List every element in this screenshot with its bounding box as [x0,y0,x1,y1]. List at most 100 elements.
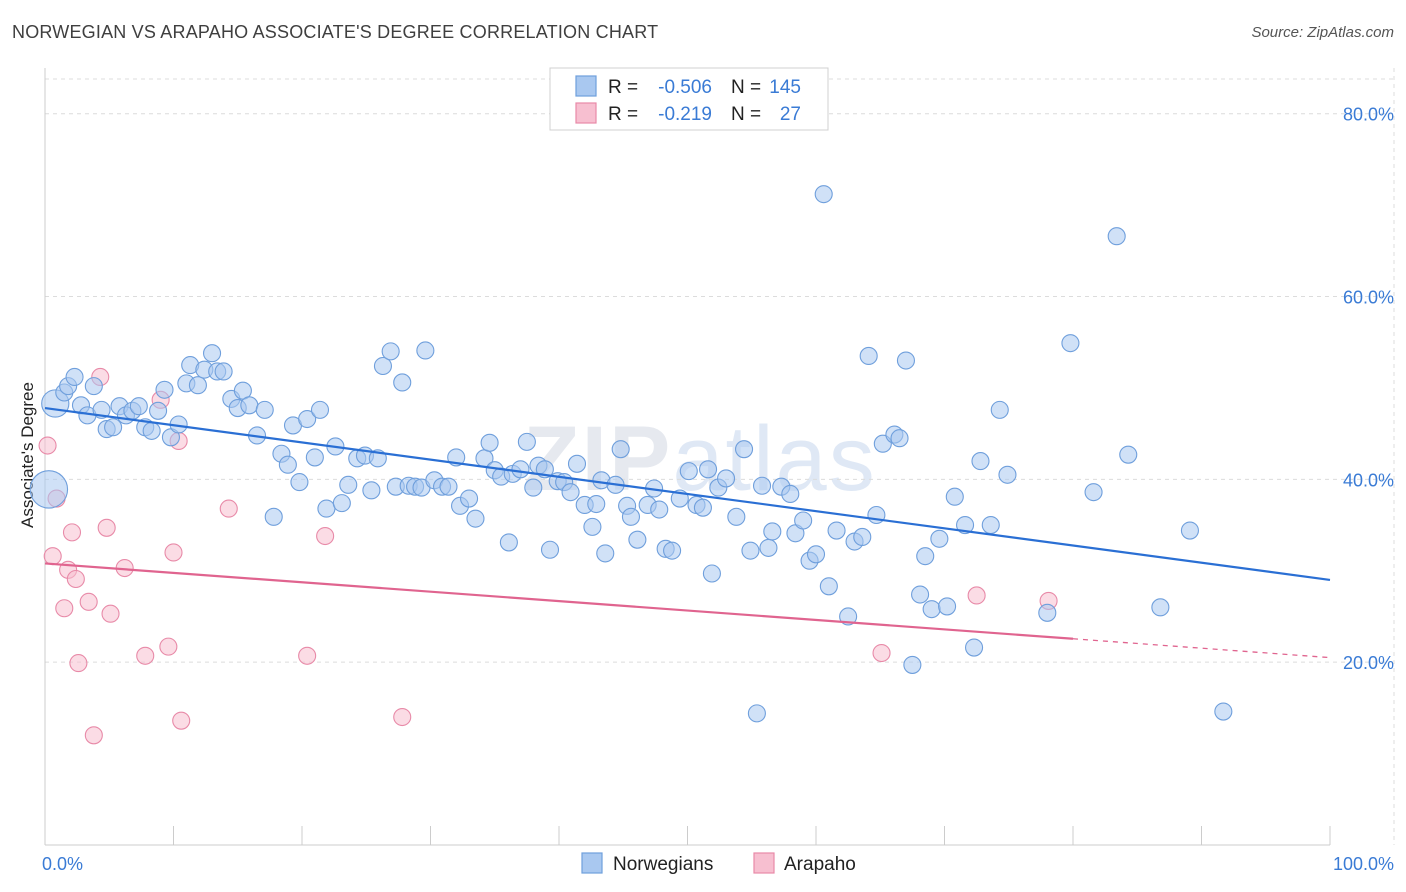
norwegians-point-116 [806,545,826,564]
arapaho-point-12 [101,604,120,623]
norwegians-point-114 [794,511,813,530]
norwegians-point-71 [511,460,530,479]
norwegians-point-99 [693,498,712,517]
y-axis-label: Associate's Degree [18,382,37,528]
norwegians-point-25 [203,344,222,363]
norwegians-point-97 [679,462,698,481]
norwegians-point-105 [734,440,754,459]
arapaho-point-20 [219,499,238,518]
bottom-legend-swatch-arapaho [753,852,775,874]
norwegians-point-72 [517,432,536,451]
norwegians-point-117 [814,185,833,204]
norwegians-point-132 [922,600,941,619]
norwegians-point-147 [1151,598,1170,617]
norwegians-point-82 [583,517,602,536]
norwegians-point-79 [561,483,580,502]
norwegians-point-42 [317,499,336,518]
norwegians-point-80 [567,454,587,473]
x-tick-label-min: 0.0% [42,854,83,874]
norwegians-point-118 [819,577,838,596]
norwegians-point-17 [149,401,168,420]
y-tick-label-20: 20.0% [1343,653,1394,673]
norwegians-point-134 [938,597,957,616]
norwegians-point-127 [890,429,909,448]
norwegians-point-109 [759,538,778,557]
watermark-text: ZIPatlas [523,408,876,510]
norwegians-point-131 [916,547,935,566]
legend-r-value-2: -0.219 [658,104,712,125]
norwegians-point-138 [971,452,990,471]
y-tick-labels: 20.0% 40.0% 60.0% 80.0% [1343,105,1394,673]
norwegians-point-106 [741,541,760,560]
norwegians-point-100 [699,460,718,479]
arapaho-point-24 [872,643,891,663]
norwegians-point-23 [188,376,207,395]
arapaho-point-6 [66,569,85,589]
bottom-legend-label-norwegians: Norwegians [613,854,713,875]
source-label: Source: ZipAtlas.com [1251,24,1394,41]
y-tick-label-40: 40.0% [1343,470,1394,490]
norwegians-point-38 [290,473,309,492]
norwegians-point-107 [747,704,766,723]
legend-n-label-2: N = [731,104,761,125]
norwegians-point-108 [752,476,772,495]
norwegians-point-142 [1038,603,1057,622]
legend-r-label-1: R = [608,77,638,98]
bottom-legend-label-arapaho: Arapaho [784,854,856,875]
x-axis-ticks [44,826,1331,845]
legend-r-label-2: R = [608,104,638,125]
norwegians-point-123 [859,346,878,365]
norwegians-point-73 [524,478,543,497]
norwegians-point-51 [381,342,400,361]
norwegians-point-87 [611,440,630,459]
norwegians-trend-line [44,406,1331,581]
norwegians-point-53 [393,373,412,392]
arapaho-point-23 [393,707,412,727]
legend-n-value-2: 27 [780,104,801,125]
norwegians-point-101 [702,564,721,583]
norwegians-point-93 [650,500,669,519]
arapaho-point-3 [55,599,74,618]
arapaho-point-5 [62,523,82,542]
norwegians-point-33 [255,400,274,419]
norwegians-point-146 [1119,445,1138,464]
norwegians-point-90 [628,530,647,549]
norwegians-point-10 [104,418,123,437]
legend-n-label-1: N = [731,77,761,98]
norwegians-point-145 [1107,227,1126,246]
norwegians-point-41 [310,400,330,419]
norwegians-point-137 [965,638,984,657]
y-tick-label-60: 60.0% [1343,288,1394,308]
norwegians-point-112 [781,484,800,504]
norwegians-point-144 [1084,483,1103,502]
norwegians-point-95 [663,541,682,560]
arapaho-point-9 [84,726,103,745]
norwegians-point-7 [84,377,103,396]
norwegians-point-103 [716,469,736,488]
norwegians-point-18 [155,380,174,399]
norwegians-point-136 [956,516,975,535]
series-legend: Norwegians Arapaho [581,852,856,875]
norwegians-point-48 [362,481,381,500]
norwegians-point-148 [1180,521,1199,540]
norwegians-point-135 [945,487,964,506]
legend-r-value-1: -0.506 [658,77,712,98]
norwegians-point-119 [827,521,846,540]
norwegians-point-50 [373,356,393,376]
legend-swatch-arapaho [575,102,597,124]
arapaho-point-19 [172,711,191,730]
legend-swatch-norwegians [575,75,597,97]
norwegians-point-143 [1061,334,1080,353]
norwegians-point-128 [896,351,916,370]
x-tick-label-max: 100.0% [1333,854,1394,874]
norwegians-point-140 [990,400,1009,419]
norwegians-point-63 [459,489,479,508]
norwegians-point-31 [240,396,259,415]
norwegians-point-129 [903,655,922,674]
norwegians-point-120 [839,607,858,626]
arapaho-trend-line-extension [1072,638,1331,659]
norwegians-point-36 [278,455,297,474]
norwegians-point-64 [466,509,485,528]
norwegians-point-133 [930,529,949,548]
